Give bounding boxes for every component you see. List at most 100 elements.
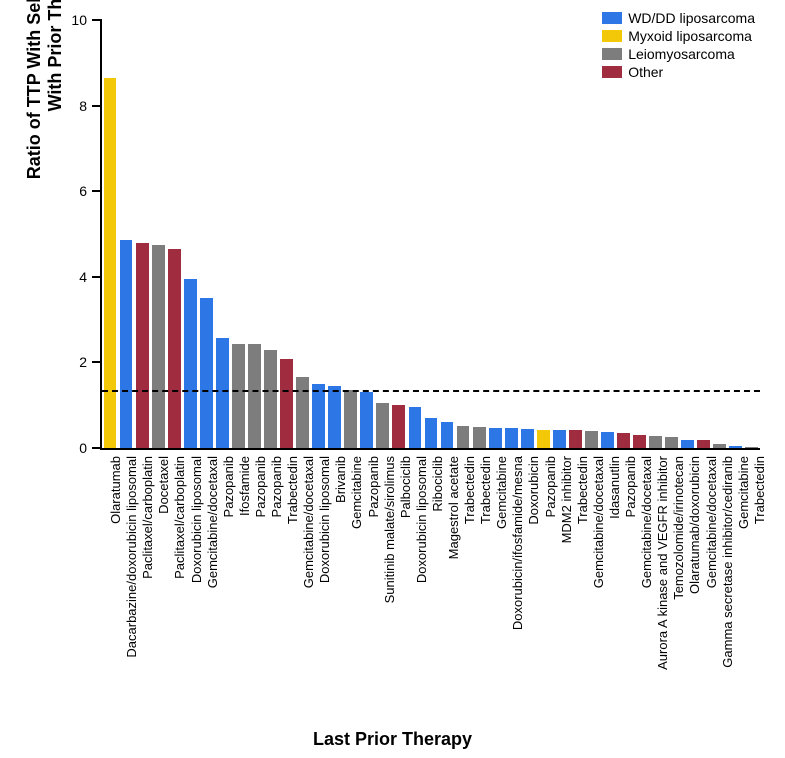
x-axis-title: Last Prior Therapy	[0, 729, 785, 750]
x-label-slot: Gemcitabine/docetaxal	[631, 452, 647, 722]
bar	[200, 298, 213, 448]
y-tick-label: 2	[57, 354, 87, 370]
x-axis-labels: OlaratumabDacarbazine/doxorubicin liposo…	[100, 452, 760, 722]
bar	[505, 428, 518, 448]
bar	[729, 446, 742, 448]
x-label-slot: Gemcitabine/docetaxal	[197, 452, 213, 722]
bar-slot	[262, 20, 278, 448]
y-tick	[92, 105, 102, 107]
y-tick	[92, 361, 102, 363]
bar-slot	[150, 20, 166, 448]
bar-slot	[295, 20, 311, 448]
bar-slot	[519, 20, 535, 448]
y-tick	[92, 19, 102, 21]
x-label-slot: Gemcitabine/docetaxal	[293, 452, 309, 722]
bar	[168, 249, 181, 448]
x-label-slot: Ribociclib	[422, 452, 438, 722]
x-label-slot: Doxorubicin liposomal	[406, 452, 422, 722]
bar-slot	[375, 20, 391, 448]
ttp-ratio-chart: Ratio of TTP With Selinexor to TTP With …	[0, 0, 785, 758]
bar-slot	[198, 20, 214, 448]
x-label-slot: Docetaxel	[148, 452, 164, 722]
bar-slot	[583, 20, 599, 448]
bar	[553, 430, 566, 448]
x-label-slot: Idasanutlin	[599, 452, 615, 722]
bar-slot	[423, 20, 439, 448]
bar	[681, 440, 694, 448]
x-label-slot: Magestrol acetate	[438, 452, 454, 722]
x-label-slot: Doxorubicin/ifosfamide/mesna	[502, 452, 518, 722]
bar-slot	[279, 20, 295, 448]
bar-slot	[439, 20, 455, 448]
bar	[441, 422, 454, 448]
bar-slot	[407, 20, 423, 448]
bar	[184, 279, 197, 448]
x-label-slot: Pazopanib	[615, 452, 631, 722]
y-tick-label: 4	[57, 269, 87, 285]
bar-slot	[503, 20, 519, 448]
x-label-slot: Sunitinib malate/sirolimus	[374, 452, 390, 722]
x-label-slot: Gemcitabine	[341, 452, 357, 722]
bar-slot	[616, 20, 632, 448]
x-label-slot: Pazopanib	[213, 452, 229, 722]
bar	[360, 392, 373, 448]
x-label-slot: Doxorubicin liposomal	[180, 452, 196, 722]
x-label-slot: MDM2 inhibitor	[551, 452, 567, 722]
x-label-slot: Trabectedin	[470, 452, 486, 722]
bar-slot	[487, 20, 503, 448]
bar-slot	[311, 20, 327, 448]
bar-slot	[359, 20, 375, 448]
bar	[633, 435, 646, 448]
x-label-slot: Pazopanib	[245, 452, 261, 722]
bar-slot	[214, 20, 230, 448]
x-label-slot: Trabectedin	[567, 452, 583, 722]
bar	[264, 350, 277, 448]
y-tick-label: 10	[57, 12, 87, 28]
x-label-slot: Brivanib	[325, 452, 341, 722]
x-label-slot: Dacarbazine/doxorubicin liposomal	[116, 452, 132, 722]
bar	[521, 429, 534, 448]
bar-slot	[567, 20, 583, 448]
y-tick-label: 8	[57, 98, 87, 114]
x-label-slot: Trabectedin	[744, 452, 760, 722]
bar-slot	[712, 20, 728, 448]
x-label-slot: Palbociclib	[390, 452, 406, 722]
x-label-slot: Gamma secretase inhibitor/cediranib	[712, 452, 728, 722]
bar	[537, 430, 550, 448]
bar	[376, 403, 389, 448]
x-label-slot: Ifosfamide	[229, 452, 245, 722]
bar-slot	[744, 20, 760, 448]
bar	[120, 240, 133, 448]
x-label-slot: Temozolomide/irinotecan	[663, 452, 679, 722]
bar	[713, 444, 726, 448]
bar	[601, 432, 614, 448]
x-label-slot: Trabectedin	[454, 452, 470, 722]
bar	[457, 426, 470, 448]
bar	[328, 386, 341, 448]
bar-slot	[728, 20, 744, 448]
x-tick-label: Trabectedin	[752, 456, 767, 524]
bar-slot	[230, 20, 246, 448]
x-label-slot: Olaratumab	[100, 452, 116, 722]
x-label-slot: Gemcitabine/docetaxal	[583, 452, 599, 722]
bar	[136, 243, 149, 448]
bar	[617, 433, 630, 448]
reference-line	[102, 390, 760, 392]
bar-slot	[343, 20, 359, 448]
bar	[344, 390, 357, 448]
bar-slot	[696, 20, 712, 448]
x-label-slot: Pazopanib	[261, 452, 277, 722]
bar-slot	[648, 20, 664, 448]
bar	[569, 430, 582, 448]
x-label-slot: Olaratumab/doxorubicin	[679, 452, 695, 722]
y-tick-label: 6	[57, 183, 87, 199]
x-label-slot: Gemcitabine/docetaxal	[695, 452, 711, 722]
bar-slot	[166, 20, 182, 448]
bar	[649, 436, 662, 448]
bar	[152, 245, 165, 448]
x-label-slot: Paclitaxel/carboplatin	[164, 452, 180, 722]
x-label-slot: Aurora A kinase and VEGFR inhibitor	[647, 452, 663, 722]
bar	[665, 437, 678, 448]
bar	[312, 384, 325, 448]
x-label-slot: Doxorubicin	[518, 452, 534, 722]
